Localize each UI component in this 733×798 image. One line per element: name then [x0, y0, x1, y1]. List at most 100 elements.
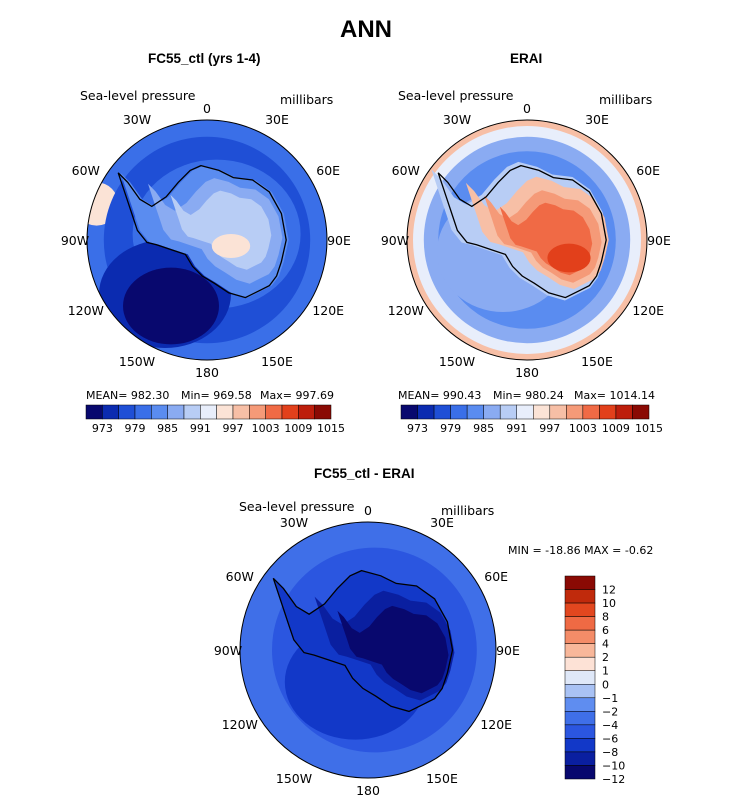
- diff-lon-label-e150: 150E: [426, 771, 458, 786]
- diff-colorbar-tick: −8: [602, 746, 618, 759]
- diff-panel-title: FC55_ctl - ERAI: [314, 466, 415, 481]
- right-colorbar-box: [450, 404, 468, 420]
- diff-units-label: millibars: [441, 503, 495, 518]
- right-lon-label-w150: 150W: [439, 354, 475, 369]
- right-colorbar-box: [516, 404, 534, 420]
- right-colorbar-box: [400, 404, 418, 420]
- diff-colorbar-box: [564, 697, 596, 712]
- left-colorbar-box: [281, 404, 299, 420]
- right-colorbar-box: [417, 404, 435, 420]
- right-lon-label-w90: 90W: [381, 233, 409, 248]
- page-title: ANN: [340, 16, 392, 43]
- diff-colorbar-box: [564, 602, 596, 617]
- diff-colorbar-tick: −1: [602, 692, 618, 705]
- diff-minmax-stats: MIN = -18.86 MAX = -0.62: [508, 544, 654, 557]
- diff-coastline: [272, 569, 454, 713]
- diff-lon-label-e90: 90E: [496, 643, 520, 658]
- right-lon-label-w30: 30W: [443, 112, 471, 127]
- diff-variable-label: Sea-level pressure: [239, 499, 355, 514]
- diff-colorbar-tick: 10: [602, 597, 616, 610]
- right-colorbar-tick: 979: [440, 422, 461, 435]
- diff-colorbar-box: [564, 765, 596, 780]
- left-colorbar-tick: 1015: [317, 422, 345, 435]
- right-lon-label-e60: 60E: [636, 163, 660, 178]
- left-fill-5: [123, 267, 219, 345]
- right-colorbar-tick: 991: [506, 422, 527, 435]
- diff-colorbar-tick: 0: [602, 678, 609, 691]
- left-colorbar-tick: 973: [92, 422, 113, 435]
- left-units-label: millibars: [280, 92, 334, 107]
- right-colorbar-box: [533, 404, 551, 420]
- diff-colorbar-box: [564, 589, 596, 604]
- left-colorbar-tick: 985: [157, 422, 178, 435]
- diff-colorbar-box: [564, 684, 596, 699]
- diff-colorbar-tick: −10: [602, 760, 625, 773]
- left-min-stat: Min= 969.58: [181, 389, 252, 402]
- left-lon-label-w150: 150W: [119, 354, 155, 369]
- left-colorbar-tick: 991: [190, 422, 211, 435]
- right-colorbar-tick: 1009: [602, 422, 630, 435]
- diff-lon-label-e60: 60E: [484, 569, 508, 584]
- right-colorbar-box: [499, 404, 517, 420]
- diff-map: [239, 521, 497, 779]
- diff-colorbar-box: [564, 724, 596, 739]
- diff-colorbar-tick: 8: [602, 611, 609, 624]
- diff-colorbar-box: [564, 711, 596, 726]
- right-panel-title: ERAI: [510, 51, 543, 66]
- right-colorbar: 973 979 985 991 997 1003 1009 1015: [400, 404, 663, 435]
- diff-colorbar-box: [564, 751, 596, 766]
- left-colorbar-box: [183, 404, 201, 420]
- left-lon-label-e90: 90E: [327, 233, 351, 248]
- right-colorbar-box: [466, 404, 484, 420]
- right-units-label: millibars: [599, 92, 653, 107]
- diff-colorbar-tick: 1: [602, 665, 609, 678]
- left-colorbar-tick: 1009: [284, 422, 312, 435]
- right-lon-label-e150: 150E: [581, 354, 613, 369]
- diff-map-border: [239, 521, 497, 779]
- left-lon-label-e150: 150E: [261, 354, 293, 369]
- left-colorbar: 973 979 985 991 997 1003 1009 1015: [85, 404, 345, 435]
- left-colorbar-box: [314, 404, 332, 420]
- diff-colorbar-tick: 6: [602, 624, 609, 637]
- right-colorbar-box: [483, 404, 501, 420]
- diff-colorbar-box: [564, 738, 596, 753]
- left-max-stat: Max= 997.69: [260, 389, 334, 402]
- right-lon-label-e30: 30E: [585, 112, 609, 127]
- diff-fill-5: [337, 605, 449, 694]
- left-colorbar-box: [298, 404, 315, 420]
- right-colorbar-box: [433, 404, 451, 420]
- right-lon-label-e120: 120E: [632, 303, 664, 318]
- left-lon-label-w120: 120W: [68, 303, 104, 318]
- right-colorbar-tick: 973: [407, 422, 428, 435]
- right-colorbar-tick: 1003: [569, 422, 597, 435]
- right-variable-label: Sea-level pressure: [398, 88, 514, 103]
- right-colorbar-box: [549, 404, 567, 420]
- left-colorbar-box: [134, 404, 152, 420]
- diff-colorbar-box: [564, 629, 596, 644]
- diff-lon-label-e120: 120E: [480, 717, 512, 732]
- left-colorbar-box: [85, 404, 103, 420]
- left-colorbar-box: [102, 404, 119, 420]
- diff-contour-fills: [240, 522, 496, 778]
- diff-lon-label-n0: 0: [364, 503, 372, 518]
- right-colorbar-box: [582, 404, 600, 420]
- right-map-border: [406, 119, 648, 361]
- left-colorbar-box: [265, 404, 283, 420]
- diff-colorbar-tick: 2: [602, 651, 609, 664]
- diff-colorbar-box: [564, 616, 596, 631]
- left-colorbar-box: [151, 404, 168, 420]
- right-lon-label-w60: 60W: [392, 163, 420, 178]
- left-contour-fills: [87, 120, 327, 360]
- diff-colorbar-tick: −2: [602, 705, 618, 718]
- left-lon-label-w90: 90W: [61, 233, 89, 248]
- left-colorbar-box: [249, 404, 266, 420]
- diff-lon-label-w120: 120W: [222, 717, 258, 732]
- right-min-stat: Min= 980.24: [493, 389, 564, 402]
- right-max-stat: Max= 1014.14: [574, 389, 655, 402]
- left-lon-label-w60: 60W: [72, 163, 100, 178]
- left-fill-9: [211, 234, 251, 258]
- diff-colorbar-tick: −4: [602, 719, 618, 732]
- right-colorbar-box: [566, 404, 584, 420]
- left-map: [86, 119, 328, 361]
